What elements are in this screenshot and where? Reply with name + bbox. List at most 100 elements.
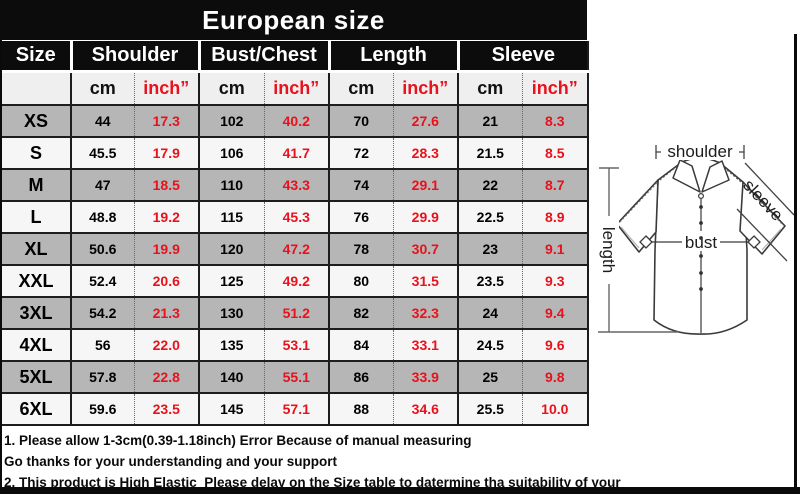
left-frame-border — [0, 40, 2, 494]
inch-value: 8.7 — [521, 168, 589, 201]
cm-value: 23.5 — [457, 264, 523, 297]
unit-inch-label: inch” — [263, 71, 330, 105]
cm-value: 56 — [70, 328, 134, 361]
cm-value: 115 — [198, 200, 265, 233]
table-row: XL 50.6 19.9 120 47.2 78 30.7 23 9.1 — [1, 232, 589, 265]
cm-value: 145 — [198, 392, 265, 425]
sleeve-measure-line — [736, 162, 795, 262]
table-row: L 48.8 19.2 115 45.3 76 29.9 22.5 8.9 — [1, 200, 589, 233]
right-cuff-line — [761, 228, 782, 251]
cm-value: 72 — [328, 136, 394, 169]
cm-value: 54.2 — [70, 296, 134, 329]
note-line-1: 1. Please allow 1-3cm(0.39-1.18inch) Err… — [4, 433, 472, 448]
note-line-2: Go thanks for your understanding and you… — [4, 454, 338, 469]
table-row: 4XL 56 22.0 135 53.1 84 33.1 24.5 9.6 — [1, 328, 589, 361]
cm-value: 86 — [328, 360, 394, 393]
left-cuff-line — [620, 226, 640, 249]
cm-value: 48.8 — [70, 200, 134, 233]
inch-value: 9.1 — [521, 232, 589, 265]
table-row: 5XL 57.8 22.8 140 55.1 86 33.9 25 9.8 — [1, 360, 589, 393]
cm-value: 52.4 — [70, 264, 134, 297]
size-label: XS — [1, 104, 71, 137]
table-row: S 45.5 17.9 106 41.7 72 28.3 21.5 8.5 — [1, 136, 589, 169]
cm-value: 70 — [328, 104, 394, 137]
table-row: XS 44 17.3 102 40.2 70 27.6 21 8.3 — [1, 104, 589, 137]
size-table: Size Shoulder Bust/Chest Length Sleeve c… — [0, 41, 590, 426]
inch-value: 21.3 — [133, 296, 200, 329]
collar-left-flap — [672, 159, 701, 193]
inch-value: 33.1 — [392, 328, 459, 361]
cm-value: 125 — [198, 264, 265, 297]
inch-value: 17.3 — [133, 104, 200, 137]
cm-value: 78 — [328, 232, 394, 265]
inch-value: 8.3 — [521, 104, 589, 137]
cm-value: 50.6 — [70, 232, 134, 265]
inch-value: 51.2 — [263, 296, 330, 329]
inch-value: 23.5 — [133, 392, 200, 425]
unit-cm-label: cm — [198, 71, 265, 105]
inch-value: 9.6 — [521, 328, 589, 361]
inch-value: 43.3 — [263, 168, 330, 201]
length-column-header: Length — [327, 41, 459, 73]
cm-value: 130 — [198, 296, 265, 329]
inch-value: 29.9 — [392, 200, 459, 233]
inch-value: 47.2 — [263, 232, 330, 265]
cm-value: 74 — [328, 168, 394, 201]
shirt-measurement-diagram: shoulder length bust sleeve — [598, 142, 795, 335]
size-label: M — [1, 168, 71, 201]
inch-value: 30.7 — [392, 232, 459, 265]
cm-value: 21.5 — [457, 136, 523, 169]
unit-inch-label: inch” — [521, 71, 589, 105]
size-label: L — [1, 200, 71, 233]
inch-value: 32.3 — [392, 296, 459, 329]
cm-value: 102 — [198, 104, 265, 137]
inch-value: 17.9 — [133, 136, 200, 169]
shoulder-column-header: Shoulder — [69, 41, 200, 73]
sleeve-column-header: Sleeve — [456, 41, 589, 73]
sleeve-seam-dotted — [619, 182, 783, 225]
unit-cm-label: cm — [328, 71, 394, 105]
size-label: 6XL — [1, 392, 71, 425]
column-header-row: Size Shoulder Bust/Chest Length Sleeve — [1, 41, 589, 73]
unit-cm-label: cm — [457, 71, 523, 105]
bust-column-header: Bust/Chest — [197, 41, 330, 73]
size-label: XL — [1, 232, 71, 265]
unit-cm-label: cm — [70, 71, 134, 105]
size-label: 4XL — [1, 328, 71, 361]
cm-value: 76 — [328, 200, 394, 233]
inch-value: 9.4 — [521, 296, 589, 329]
cm-value: 80 — [328, 264, 394, 297]
size-label: 5XL — [1, 360, 71, 393]
unit-header-row: cm inch” cm inch” cm inch” cm inch” — [1, 71, 589, 105]
inch-value: 41.7 — [263, 136, 330, 169]
length-label-bg — [600, 216, 619, 284]
right-frame-border — [794, 34, 797, 494]
inch-value: 19.2 — [133, 200, 200, 233]
inch-value: 8.9 — [521, 200, 589, 233]
inch-value: 18.5 — [133, 168, 200, 201]
inch-value: 9.8 — [521, 360, 589, 393]
size-label: 3XL — [1, 296, 71, 329]
collar-button — [697, 193, 704, 200]
bust-label: bust — [685, 233, 717, 252]
cm-value: 59.6 — [70, 392, 134, 425]
size-column-header: Size — [1, 41, 71, 73]
cm-value: 24.5 — [457, 328, 523, 361]
right-sleeve-outline — [739, 181, 786, 255]
title-banner: European size — [0, 0, 587, 40]
blank-cell — [1, 71, 71, 105]
inch-value: 22.8 — [133, 360, 200, 393]
inch-value: 28.3 — [392, 136, 459, 169]
inch-value: 53.1 — [263, 328, 330, 361]
inch-value: 31.5 — [392, 264, 459, 297]
inch-value: 27.6 — [392, 104, 459, 137]
table-row: 6XL 59.6 23.5 145 57.1 88 34.6 25.5 10.0 — [1, 392, 589, 425]
inch-value: 29.1 — [392, 168, 459, 201]
button-dots — [699, 205, 703, 291]
inch-value: 55.1 — [263, 360, 330, 393]
table-row: M 47 18.5 110 43.3 74 29.1 22 8.7 — [1, 168, 589, 201]
cm-value: 47 — [70, 168, 134, 201]
inch-value: 20.6 — [133, 264, 200, 297]
cm-value: 84 — [328, 328, 394, 361]
